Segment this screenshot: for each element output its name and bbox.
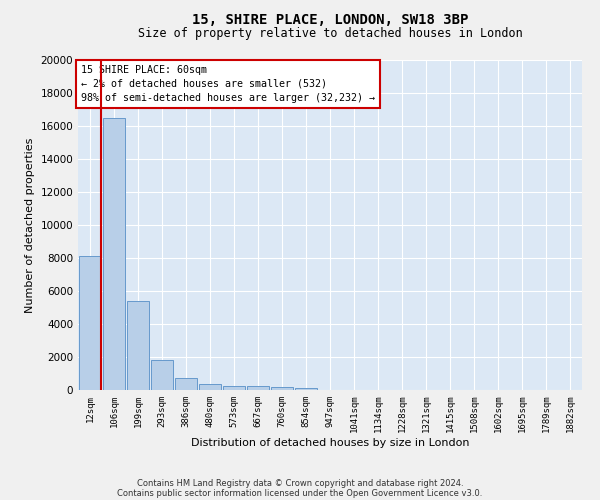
Text: Size of property relative to detached houses in London: Size of property relative to detached ho… (137, 28, 523, 40)
Text: Contains public sector information licensed under the Open Government Licence v3: Contains public sector information licen… (118, 488, 482, 498)
Bar (127, 301, 149, 390)
Bar (151, 360, 173, 390)
Y-axis label: Number of detached properties: Number of detached properties (25, 138, 35, 312)
X-axis label: Distribution of detached houses by size in London: Distribution of detached houses by size … (191, 438, 469, 448)
Bar (79, 256, 101, 390)
Bar (271, 387, 293, 390)
Text: Contains HM Land Registry data © Crown copyright and database right 2024.: Contains HM Land Registry data © Crown c… (137, 478, 463, 488)
Bar (247, 386, 269, 390)
Bar (199, 384, 221, 390)
Bar (295, 388, 317, 390)
Bar (223, 386, 245, 390)
Text: 15 SHIRE PLACE: 60sqm
← 2% of detached houses are smaller (532)
98% of semi-deta: 15 SHIRE PLACE: 60sqm ← 2% of detached h… (80, 65, 374, 103)
Bar (175, 378, 197, 390)
Text: 15, SHIRE PLACE, LONDON, SW18 3BP: 15, SHIRE PLACE, LONDON, SW18 3BP (192, 12, 468, 26)
Bar (103, 118, 125, 390)
